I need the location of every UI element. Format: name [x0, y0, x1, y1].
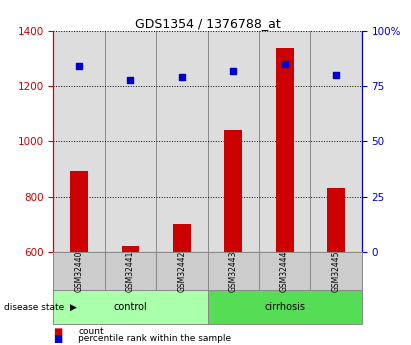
Bar [327, 188, 345, 252]
Bar [224, 130, 242, 252]
Point [333, 72, 339, 78]
Text: GSM32441: GSM32441 [126, 250, 135, 292]
Text: GSM32445: GSM32445 [332, 250, 340, 292]
Text: control: control [113, 302, 148, 312]
Point [230, 68, 237, 73]
Text: cirrhosis: cirrhosis [264, 302, 305, 312]
Point [178, 75, 185, 80]
Bar [70, 171, 88, 252]
Bar [173, 224, 191, 252]
Text: disease state  ▶: disease state ▶ [4, 303, 77, 312]
Text: GSM32440: GSM32440 [75, 250, 83, 292]
Text: percentile rank within the sample: percentile rank within the sample [78, 334, 231, 343]
Text: GSM32444: GSM32444 [280, 250, 289, 292]
Text: GSM32443: GSM32443 [229, 250, 238, 292]
Point [281, 61, 288, 67]
Text: ■: ■ [53, 334, 63, 344]
Text: ■: ■ [53, 327, 63, 337]
Point [76, 63, 82, 69]
Text: GSM32442: GSM32442 [178, 250, 186, 292]
Bar [276, 48, 293, 252]
Title: GDS1354 / 1376788_at: GDS1354 / 1376788_at [135, 17, 280, 30]
Bar [122, 246, 139, 252]
Text: count: count [78, 327, 104, 336]
Point [127, 77, 134, 82]
